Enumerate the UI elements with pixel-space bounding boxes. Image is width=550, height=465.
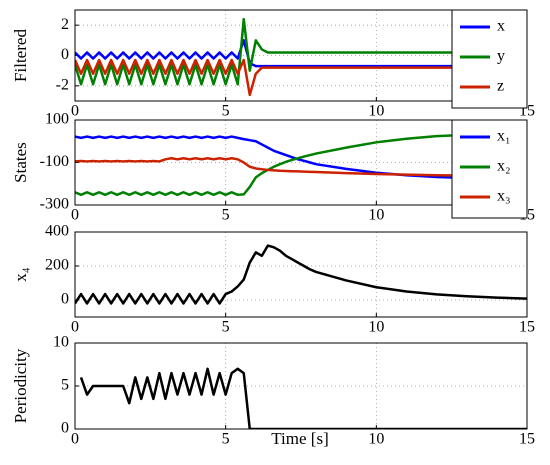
data-line <box>75 17 527 86</box>
legend-label: z <box>497 78 504 95</box>
y-tick-label: 0 <box>61 420 69 437</box>
y-tick-label: 200 <box>45 257 69 274</box>
data-line <box>75 39 527 68</box>
data-line <box>75 135 527 181</box>
axes-frame <box>74 231 528 318</box>
x-axis-label: Time [s] <box>271 429 328 448</box>
x-tick-label: 5 <box>222 319 230 336</box>
axes-frame <box>74 342 528 430</box>
x-tick-label: 15 <box>519 319 535 336</box>
y-tick-label: 400 <box>45 223 69 240</box>
x-tick-label: 0 <box>71 207 79 224</box>
y-tick-label: -100 <box>40 153 69 170</box>
y-tick-label: 10 <box>53 334 69 351</box>
data-line <box>75 244 527 305</box>
legend-box <box>451 119 528 219</box>
y-tick-label: 2 <box>61 16 69 33</box>
x-tick-label: 5 <box>222 431 230 448</box>
y-tick-label: 0 <box>61 291 69 308</box>
x-tick-label: 10 <box>368 319 384 336</box>
data-line <box>79 367 527 429</box>
data-line <box>75 157 527 178</box>
x-tick-label: 15 <box>519 431 535 448</box>
legend-label: x₂ <box>497 158 511 175</box>
y-tick-label: -2 <box>56 77 69 94</box>
legend-label: x₃ <box>497 188 511 205</box>
x-tick-label: 0 <box>71 319 79 336</box>
x-tick-label: 10 <box>368 207 384 224</box>
x-tick-label: 0 <box>71 103 79 120</box>
legend-label: x₁ <box>497 128 511 145</box>
y-tick-label: -300 <box>40 196 69 213</box>
y-tick-label: 100 <box>45 111 69 128</box>
y-tick-label: 5 <box>61 377 69 394</box>
y-axis-label: Filtered <box>11 29 30 82</box>
legend-box <box>451 9 528 109</box>
data-line <box>75 58 527 97</box>
data-line <box>75 132 527 197</box>
x-tick-label: 0 <box>71 431 79 448</box>
y-axis-label: Periodicity <box>11 348 30 423</box>
legend-label: y <box>497 48 505 65</box>
y-tick-label: 0 <box>61 46 69 63</box>
x-tick-label: 5 <box>222 103 230 120</box>
axes-background <box>75 232 527 317</box>
x-tick-label: 5 <box>222 207 230 224</box>
legend-label: x <box>497 18 505 35</box>
y-axis-label: States <box>11 142 30 183</box>
x-tick-label: 10 <box>368 431 384 448</box>
y-axis-label: x₄ <box>11 267 30 282</box>
x-tick-label: 10 <box>368 103 384 120</box>
